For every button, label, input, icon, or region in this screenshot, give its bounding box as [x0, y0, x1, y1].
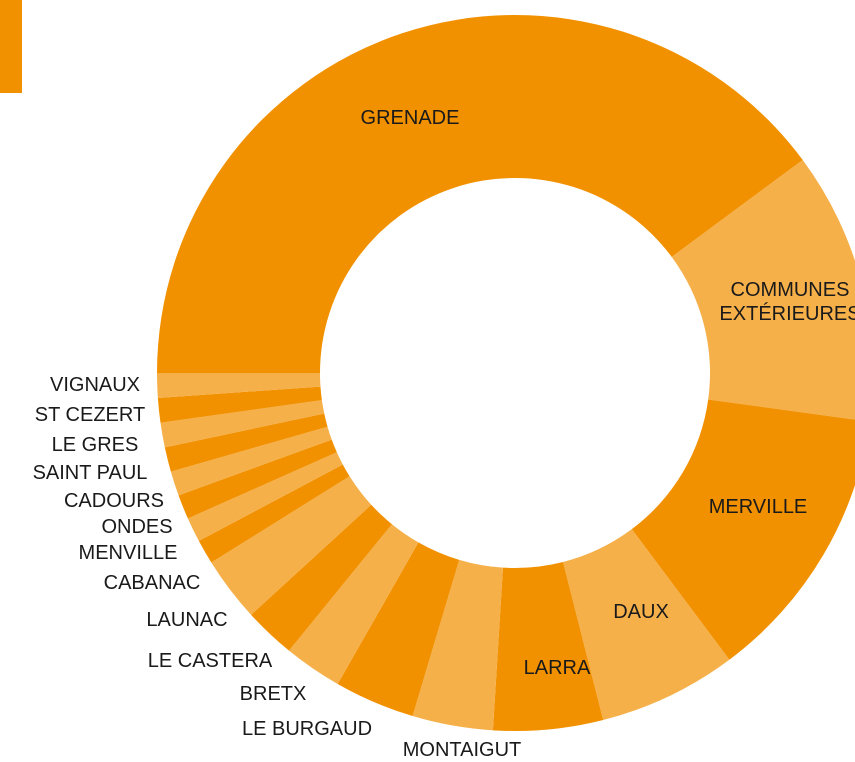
- slice-label: MERVILLE: [708, 496, 808, 518]
- slice: [157, 373, 321, 398]
- slice: [492, 561, 604, 731]
- slice-label: LARRA: [523, 657, 591, 679]
- slice: [251, 504, 392, 651]
- corner-tab: [0, 0, 22, 93]
- slice: [157, 14, 803, 373]
- slice-label: LAUNAC: [146, 609, 228, 631]
- slice-label: CABANAC: [103, 572, 201, 594]
- slice: [170, 426, 332, 496]
- slice-label: MENVILLE: [78, 542, 178, 564]
- slice-label: LE BURGAUD: [241, 718, 373, 740]
- slice-label: LE GRES: [51, 434, 139, 456]
- slice: [412, 559, 503, 731]
- slice-label: BRETX: [239, 683, 307, 705]
- slice-label: ST CEZERT: [34, 404, 146, 426]
- slice-label: ONDES: [101, 516, 173, 538]
- slice: [631, 399, 855, 660]
- slice-label: CADOURS: [63, 490, 165, 512]
- slice: [563, 529, 730, 720]
- slice-label: MONTAIGUT: [402, 739, 522, 761]
- slice-label: DAUX: [613, 601, 669, 623]
- slice-label: VIGNAUX: [49, 374, 141, 396]
- slice: [157, 386, 322, 423]
- slice: [178, 439, 337, 519]
- slice: [211, 476, 372, 615]
- slice: [289, 524, 419, 684]
- slice: [164, 413, 328, 472]
- slice: [198, 464, 350, 563]
- slice: [187, 452, 343, 541]
- slice: [671, 160, 855, 420]
- slice-label: COMMUNES EXTÉRIEURES: [719, 279, 855, 325]
- slice: [160, 400, 325, 448]
- slice-label: SAINT PAUL: [32, 462, 148, 484]
- slice-label: GRENADE: [360, 107, 460, 129]
- slice-label: LE CASTERA: [147, 650, 273, 672]
- slice: [337, 542, 460, 717]
